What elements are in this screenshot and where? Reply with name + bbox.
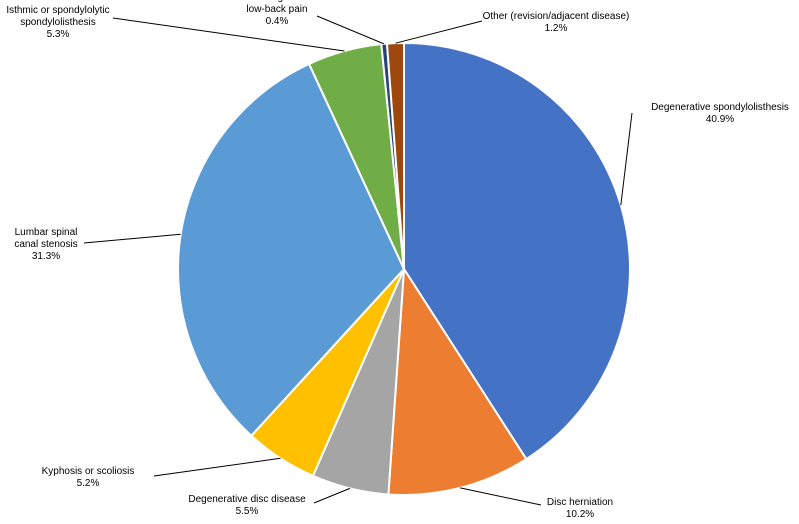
slice-name-line: canal stenosis [14,239,77,250]
slice-name-line: Lumbar spinal [15,227,78,238]
leader-line-other-revision-adjacent-disease [395,20,483,44]
slice-name-line: Kyphosis or scoliosis [42,466,135,477]
slice-label-degenerative-spondylolisthesis: Degenerative spondylolisthesis 40.9% [651,102,789,125]
slice-name-line: Disc herniation [547,497,613,508]
leader-lines [83,15,633,506]
slice-label-disc-herniation: Disc herniation 10.2% [547,497,613,520]
leader-line-degenerative-spondylolisthesis [620,112,633,206]
slice-label-lumbar-spinal-canal-stenosis: Lumbar spinal canal stenosis 31.3% [14,227,77,262]
slice-name-line: spondylolisthesis [20,17,96,28]
slice-name-line: low-back pain [246,4,307,15]
slice-percent: 10.2% [566,509,594,520]
leader-line-isthmic-or-spondylolytic-spondylolisthesis [112,17,345,52]
slice-percent: 5.5% [236,506,259,517]
slice-labels: Degenerative spondylolisthesis 40.9% Disc … [6,0,789,520]
slice-percent: 40.9% [706,114,734,125]
slice-percent: 5.2% [77,478,100,489]
slice-percent: 31.3% [32,251,60,262]
slice-label-other-revision-adjacent-disease: Other (revision/adjacent disease) 1.2% [483,11,630,34]
slice-percent: 5.3% [47,29,70,40]
pie-slices [177,41,631,496]
leader-line-disc-herniation [460,487,542,506]
slice-label-degenerative-disc-disease: Degenerative disc disease 5.5% [188,494,306,517]
slice-name-line: Isthmic or spondylolytic [6,5,109,16]
slice-name-line: Other (revision/adjacent disease) [483,11,630,22]
slice-label-isthmic-or-spondylolytic-spondylolisthesis: Isthmic or spondylolytic spondylolisthesi… [6,5,109,40]
pie-slice-other-revision-adjacent-disease [385,41,405,270]
leader-line-lumbar-spinal-canal-stenosis [83,233,181,244]
slice-percent: 0.4% [266,16,289,27]
leader-line-kyphosis-or-scoliosis [153,457,281,477]
slice-name-line: Degenerative disc disease [188,494,306,505]
slice-name-line: Degenerative spondylolisthesis [651,102,789,113]
slice-label-kyphosis-or-scoliosis: Kyphosis or scoliosis 5.2% [42,466,135,489]
slice-percent: 1.2% [545,23,568,34]
slice-name-line: Discogenic [253,0,302,3]
leader-line-discogenic-low-back-pain [316,15,385,45]
leader-line-degenerative-disc-disease [313,487,351,504]
